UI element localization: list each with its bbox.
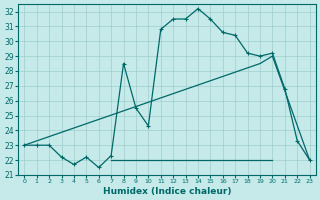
X-axis label: Humidex (Indice chaleur): Humidex (Indice chaleur) xyxy=(103,187,231,196)
